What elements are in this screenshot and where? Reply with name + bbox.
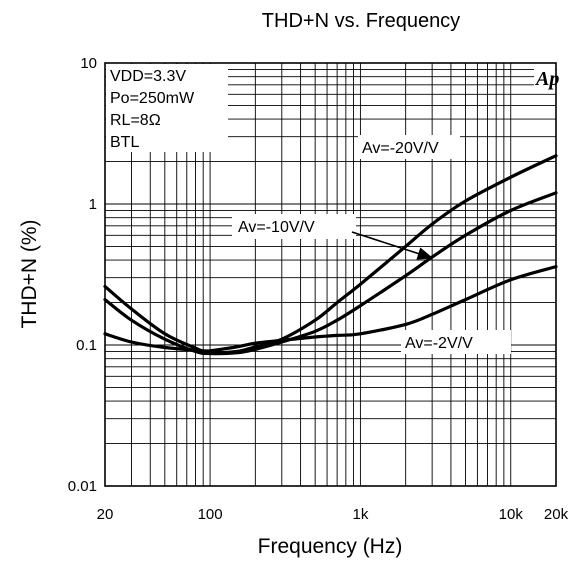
chart-title: THD+N vs. Frequency bbox=[262, 10, 460, 32]
x-tick-labels: 20 100 1k 10k 20k bbox=[97, 506, 569, 523]
x-tick-label: 1k bbox=[352, 506, 368, 523]
x-tick-label: 100 bbox=[198, 506, 223, 523]
annotation-av20-label: Av=-20V/V bbox=[362, 140, 439, 157]
series-lines bbox=[103, 154, 558, 356]
annotation-av10-arrow bbox=[351, 231, 434, 260]
annotation-av2-label: Av=-2V/V bbox=[405, 335, 473, 352]
y-tick-label: 0.1 bbox=[76, 337, 97, 354]
y-tick-labels: 0.01 0.1 1 10 bbox=[68, 55, 97, 495]
x-axis-label: Frequency (Hz) bbox=[258, 535, 403, 558]
logo-box bbox=[534, 65, 555, 89]
annotation-av10-label: Av=-10V/V bbox=[238, 219, 315, 236]
y-tick-label: 0.01 bbox=[68, 478, 97, 495]
plot-area-frame bbox=[104, 62, 557, 487]
y-axis-label: THD+N (%) bbox=[18, 219, 41, 328]
ap-logo: Ap bbox=[534, 68, 559, 90]
annotation-av10-bg bbox=[232, 214, 356, 239]
y-tick-label: 10 bbox=[80, 55, 97, 72]
condition-rl: RL=8Ω bbox=[110, 112, 161, 129]
condition-po: Po=250mW bbox=[110, 90, 195, 107]
condition-btl: BTL bbox=[110, 134, 139, 151]
x-tick-label: 10k bbox=[499, 506, 524, 523]
condition-vdd: VDD=3.3V bbox=[110, 68, 186, 85]
annotation-av2-bg bbox=[401, 330, 511, 354]
conditions-box bbox=[106, 64, 228, 152]
series-line-2 bbox=[103, 191, 558, 356]
annotation-av20-bg bbox=[358, 135, 460, 159]
series-line-3 bbox=[103, 265, 558, 353]
x-tick-label: 20 bbox=[97, 506, 114, 523]
x-tick-label: 20k bbox=[544, 506, 569, 523]
series-line-1 bbox=[103, 154, 558, 355]
y-tick-label: 1 bbox=[89, 196, 97, 213]
